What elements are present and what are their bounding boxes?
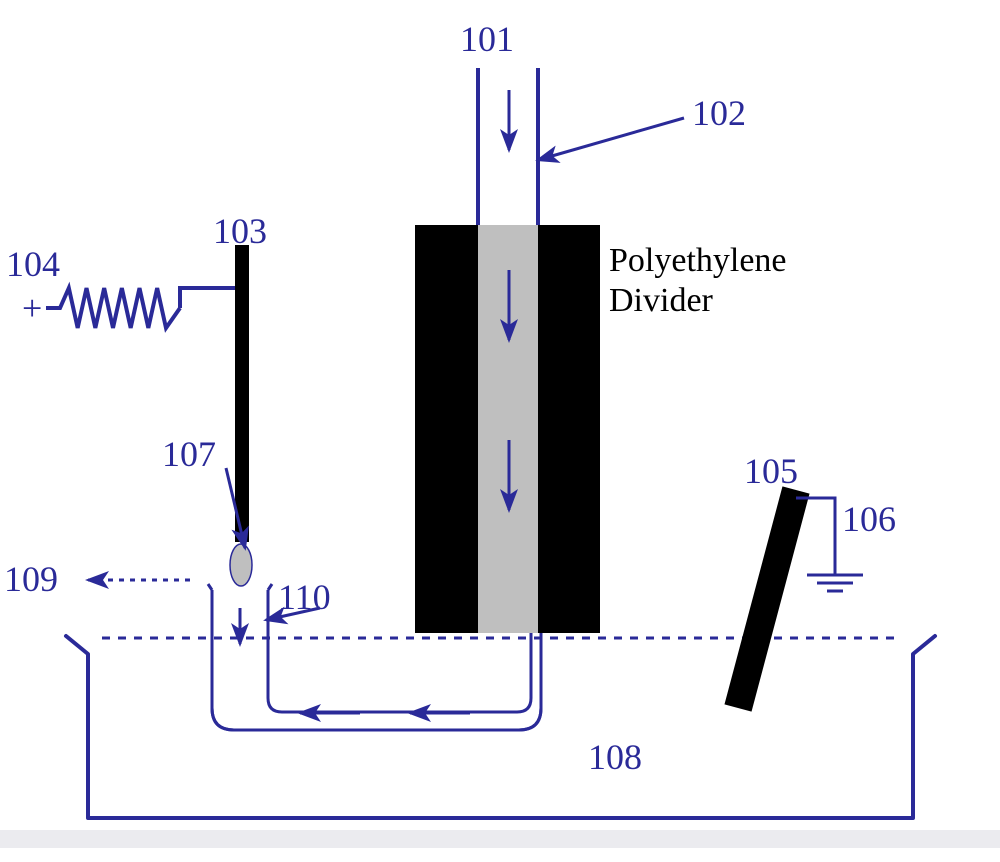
divider-text-2: Divider <box>609 282 713 320</box>
divider-text-1: Polyethylene <box>609 242 787 280</box>
label-102: 102 <box>692 92 746 134</box>
electrode-105 <box>738 490 796 708</box>
label-108: 108 <box>588 736 642 778</box>
electrode-103 <box>235 245 249 542</box>
label-107: 107 <box>162 433 216 475</box>
label-110: 110 <box>278 576 331 618</box>
label-101: 101 <box>460 18 514 60</box>
label-103: 103 <box>213 210 267 252</box>
vessel <box>66 636 935 818</box>
label-109: 109 <box>4 558 58 600</box>
plus-sign: + <box>22 287 42 329</box>
label-106: 106 <box>842 498 896 540</box>
plasma-107 <box>230 544 252 586</box>
resistor-icon <box>46 288 180 328</box>
label-104: 104 <box>6 243 60 285</box>
label-105: 105 <box>744 450 798 492</box>
